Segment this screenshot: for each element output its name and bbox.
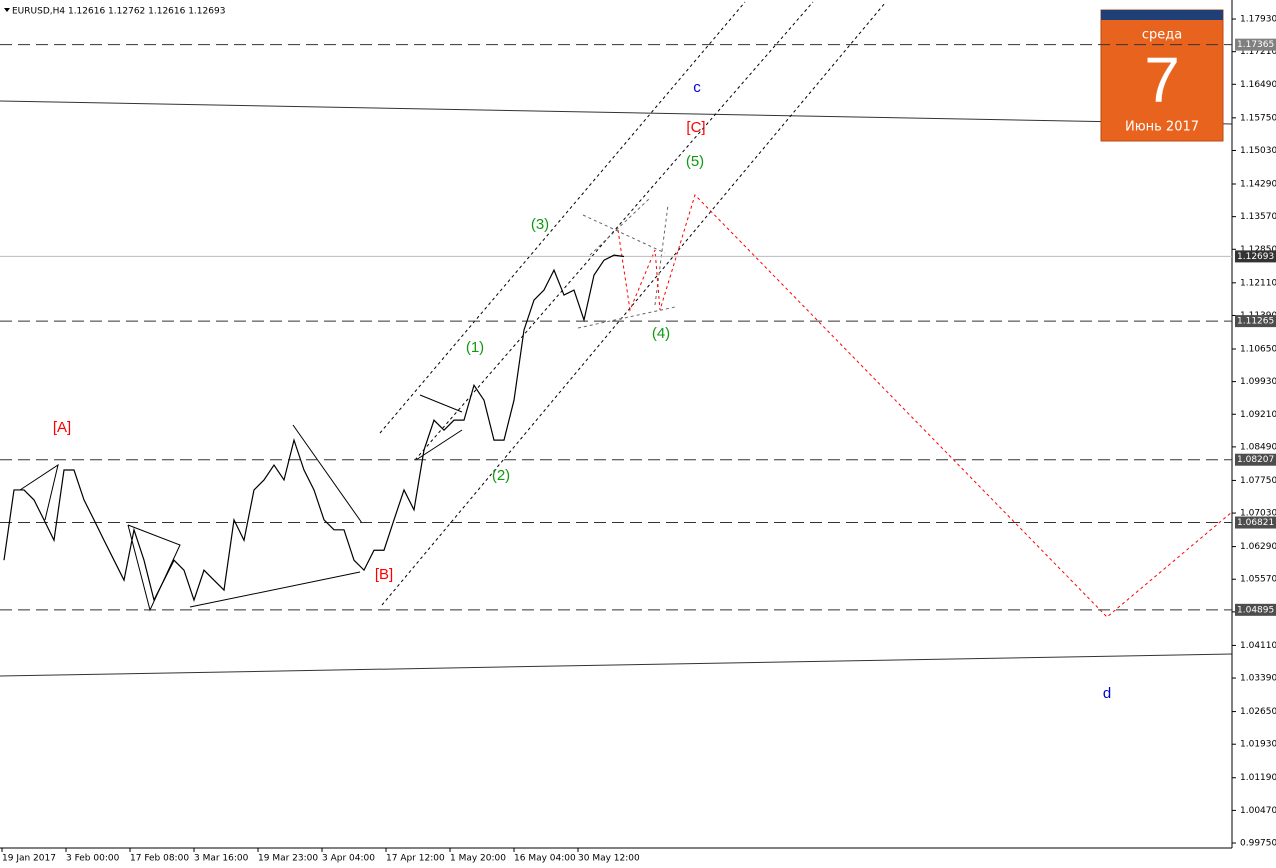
calendar: среда 7 Июнь 2017 xyxy=(1100,9,1224,142)
wave-label: (1) xyxy=(466,339,484,356)
calendar-month: Июнь 2017 xyxy=(1125,120,1199,135)
wave-line xyxy=(419,394,463,413)
y-tick-label: 1.01930 xyxy=(1240,740,1276,750)
y-tick-label: 1.02650 xyxy=(1240,707,1276,717)
wave-label: d xyxy=(1103,685,1111,702)
level-line-box xyxy=(1235,315,1276,328)
wave-label: [B] xyxy=(375,566,393,583)
forecast-line xyxy=(617,194,1233,618)
level-line-box xyxy=(1235,516,1276,529)
wave-label: [A] xyxy=(53,419,71,436)
x-tick-label: 19 Jan 2017 xyxy=(2,854,56,864)
y-tick-label: 1.17930 xyxy=(1240,15,1276,25)
triangle-line xyxy=(589,197,651,256)
y-tick-label: 1.09930 xyxy=(1240,377,1276,387)
y-tick-label: 1.15030 xyxy=(1240,146,1276,156)
wave-label: (4) xyxy=(652,325,670,342)
y-tick-label: 1.13570 xyxy=(1240,212,1276,222)
y-tick-label: 1.08490 xyxy=(1240,442,1276,452)
wave-label: (5) xyxy=(686,153,704,170)
level-line-box xyxy=(1235,453,1276,466)
y-tick-label: 1.06290 xyxy=(1240,542,1276,552)
price-line-box xyxy=(1235,250,1276,263)
y-tick-label: 1.12850 xyxy=(1240,245,1276,255)
wave-label: (2) xyxy=(492,467,510,484)
trendline xyxy=(0,100,1233,125)
calendar-page xyxy=(1100,9,1224,142)
level-line-box xyxy=(1235,603,1276,616)
y-tick-label: 1.04110 xyxy=(1240,641,1276,651)
wave-line xyxy=(19,463,59,521)
x-tick-label: 3 Mar 16:00 xyxy=(194,854,249,864)
x-tick-label: 17 Apr 12:00 xyxy=(386,854,445,864)
wave-line xyxy=(189,571,361,608)
y-tick-label: 1.03390 xyxy=(1240,674,1276,684)
wave-line xyxy=(292,424,363,524)
channel-line xyxy=(379,1,746,434)
channel-line xyxy=(414,1,814,461)
price-series xyxy=(3,254,625,602)
price-line-label: 1.12693 xyxy=(1237,252,1274,262)
triangle-line xyxy=(654,204,669,306)
title-arrow xyxy=(4,8,10,12)
calendar-weekday: среда xyxy=(1142,28,1182,43)
trendline xyxy=(0,653,1233,677)
calendar-rings xyxy=(1101,10,1223,20)
x-tick-label: 17 Feb 08:00 xyxy=(130,854,189,864)
x-tick-label: 30 May 12:00 xyxy=(578,854,640,864)
level-line-label: 1.04895 xyxy=(1237,605,1274,615)
y-tick-label: 1.10650 xyxy=(1240,344,1276,354)
y-tick-label: 1.17210 xyxy=(1240,47,1276,57)
x-tick-label: 19 Mar 23:00 xyxy=(258,854,318,864)
calendar-day: 7 xyxy=(1144,44,1180,116)
wave-label: [C] xyxy=(686,119,705,136)
x-tick-label: 3 Feb 00:00 xyxy=(66,854,120,864)
triangle-line xyxy=(577,306,676,329)
x-tick-label: 16 May 04:00 xyxy=(514,854,576,864)
y-tick-label: 1.12110 xyxy=(1240,278,1276,288)
y-tick-label: 1.09210 xyxy=(1240,410,1276,420)
y-tick-label: 1.16490 xyxy=(1240,80,1276,90)
wave-label: c xyxy=(693,79,701,96)
x-tick-label: 3 Apr 04:00 xyxy=(322,854,375,864)
y-tick-label: 1.07750 xyxy=(1240,476,1276,486)
level-line-label: 1.11265 xyxy=(1237,317,1274,327)
level-line-label: 1.06821 xyxy=(1237,518,1274,528)
x-tick-label: 1 May 20:00 xyxy=(450,854,506,864)
y-tick-label: 1.00470 xyxy=(1240,806,1276,816)
y-tick-label: 0.99750 xyxy=(1240,839,1276,849)
channel-line xyxy=(381,2,886,606)
level-line-box xyxy=(1235,38,1276,51)
y-tick-label: 1.15750 xyxy=(1240,113,1276,123)
y-tick-label: 1.14290 xyxy=(1240,180,1276,190)
level-line-label: 1.17365 xyxy=(1237,40,1274,50)
y-tick-label: 1.05570 xyxy=(1240,575,1276,585)
level-line-label: 1.08207 xyxy=(1237,455,1274,465)
chart-title: EURUSD,H4 1.12616 1.12762 1.12616 1.1269… xyxy=(12,7,225,17)
drawings xyxy=(0,1,1233,677)
wave-label: (3) xyxy=(531,216,549,233)
y-tick-label: 1.01190 xyxy=(1240,773,1276,783)
y-tick-label: 1.07030 xyxy=(1240,509,1276,519)
